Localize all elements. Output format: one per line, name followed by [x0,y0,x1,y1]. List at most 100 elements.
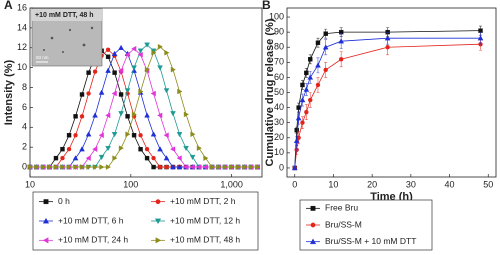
data-point [183,111,189,118]
x-tick-label: 10 [328,179,338,189]
data-point [315,62,321,68]
y-tick-label: 20 [274,132,284,142]
data-point [86,164,92,170]
data-point [299,97,306,103]
particle [82,43,86,47]
data-point [98,154,105,161]
y-tick-label: 0 [279,162,284,172]
data-point [189,164,195,170]
legend-label: +10 mM DTT, 24 h [58,235,128,245]
data-point [177,88,183,95]
data-point [92,146,98,153]
x-tick-label: 100 [123,179,138,189]
data-point [131,133,137,138]
x-tick-label: 50 [483,179,493,189]
inset-header [32,9,102,21]
data-point [255,164,261,170]
legend-box [32,191,259,251]
data-point [295,115,302,121]
data-point [157,164,163,170]
data-point [105,164,112,170]
data-point [111,90,117,97]
particle [62,51,64,53]
data-point [322,44,329,50]
y-axis-title: Cumulative drug release (%) [264,18,276,166]
y-tick-label: 16 [17,2,27,12]
data-point [124,51,130,58]
data-point [303,86,310,92]
legend-marker [154,218,162,225]
data-point [138,88,144,95]
y-tick-label: 80 [274,42,284,52]
data-point [73,133,78,138]
data-point [125,114,130,119]
data-point [150,90,156,97]
data-point [151,49,157,56]
data-point [138,133,143,138]
data-point [92,69,98,74]
data-point [338,57,344,62]
data-point [190,131,196,138]
x-tick-label: 1,000 [220,179,243,189]
data-point [112,70,117,75]
data-point [118,67,124,74]
data-point [72,155,79,161]
data-point [66,146,72,152]
data-point [157,65,163,71]
y-tick-label: 10 [17,62,27,72]
data-point [304,70,309,76]
data-point [151,155,156,161]
data-point [385,45,390,50]
data-point [151,164,156,170]
data-point [176,164,183,170]
particle [50,36,54,40]
data-point [105,112,111,119]
data-point [150,131,157,137]
data-point [164,164,169,170]
y-tick-label: 12 [17,42,27,52]
legend-marker [155,199,161,205]
data-point [183,145,189,152]
data-point [323,31,328,36]
legend-label: +10 mM DTT, 2 h [170,196,236,206]
particle [90,26,94,30]
data-point [144,155,150,161]
data-point [183,164,189,170]
data-point [300,82,305,88]
data-point [209,164,215,170]
y-tick-label: 100 [269,11,284,21]
data-point [73,114,78,119]
data-point [164,49,170,56]
data-point [34,164,40,170]
data-point [163,88,170,94]
data-point [131,45,137,52]
legend-marker [42,217,50,224]
data-point [294,147,299,153]
data-point [99,164,105,170]
data-point [296,105,301,110]
y-tick-label: 60 [274,72,284,82]
data-point [338,38,345,44]
data-point [176,155,182,161]
data-point [293,137,300,143]
y-tick-label: 2 [22,142,27,152]
data-point [86,91,91,96]
data-point [105,67,111,73]
data-point [384,35,391,41]
particle [68,28,72,32]
data-point [157,43,163,50]
data-point [118,145,124,152]
data-point [138,146,143,152]
scale-bar-label: 50 nm [36,55,49,60]
data-point [196,145,202,152]
legend-label: +10 mM DTT, 48 h [170,235,240,245]
data-point [203,155,209,161]
y-tick-label: 14 [17,22,27,32]
data-point [79,146,85,152]
data-point [163,132,169,139]
data-point [111,132,118,138]
y-tick-label: 10 [274,147,284,157]
data-point [112,155,118,161]
data-point [300,120,305,125]
